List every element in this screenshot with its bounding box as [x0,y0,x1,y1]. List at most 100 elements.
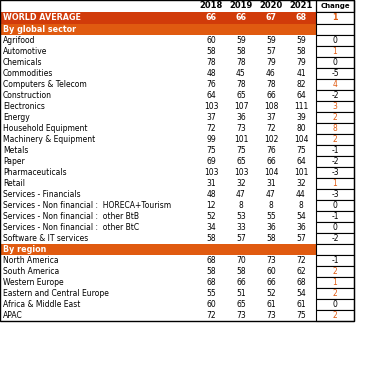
Text: 31: 31 [266,179,276,188]
Text: 65: 65 [236,157,246,166]
Text: 65: 65 [236,300,246,309]
Text: 2018: 2018 [199,2,223,11]
Text: 107: 107 [234,102,248,111]
Bar [316,12,354,24]
Text: -2: -2 [331,234,339,243]
Text: 102: 102 [264,135,278,144]
Text: 99: 99 [206,135,216,144]
Text: 32: 32 [296,179,306,188]
Bar [0,266,354,277]
Text: 68: 68 [296,278,306,287]
Bar [0,145,354,156]
Text: 37: 37 [266,113,276,122]
Text: 66: 66 [236,278,246,287]
Text: 58: 58 [236,47,246,56]
Text: Metals: Metals [3,146,28,155]
Bar [316,277,354,288]
Text: 59: 59 [236,36,246,45]
Text: Africa & Middle East: Africa & Middle East [3,300,80,309]
Text: 60: 60 [206,300,216,309]
Text: Services - Financials: Services - Financials [3,190,81,199]
Text: 52: 52 [206,212,216,221]
Text: 68: 68 [295,14,307,22]
Bar [316,288,354,299]
Text: 78: 78 [236,58,246,67]
Bar [316,233,354,244]
Text: 0: 0 [332,58,337,67]
Bar [0,79,354,90]
Bar [0,310,354,321]
Text: Change: Change [320,3,350,9]
Bar [0,134,354,145]
Text: Energy: Energy [3,113,30,122]
Text: 78: 78 [266,80,276,89]
Text: Household Equipment: Household Equipment [3,124,88,133]
Text: 80: 80 [296,124,306,133]
Bar [0,12,354,24]
Bar [316,112,354,123]
Text: 75: 75 [296,311,306,320]
Text: 1: 1 [332,278,337,287]
Text: 55: 55 [206,289,216,298]
Text: 46: 46 [266,69,276,78]
Bar [0,101,354,112]
Text: 58: 58 [296,47,306,56]
Text: 66: 66 [266,91,276,100]
Bar [0,68,354,79]
Text: 1: 1 [332,14,338,22]
Bar [0,288,354,299]
Text: 8: 8 [332,124,337,133]
Text: 1: 1 [332,179,337,188]
Text: Services - Non financial :  other BtC: Services - Non financial : other BtC [3,223,139,232]
Text: 41: 41 [296,69,306,78]
Bar [0,255,354,266]
Text: 61: 61 [266,300,276,309]
Bar [316,255,354,266]
Bar [316,211,354,222]
Text: 12: 12 [206,201,216,210]
Bar [0,244,354,255]
Text: 104: 104 [264,168,278,177]
Text: Electronics: Electronics [3,102,45,111]
Text: APAC: APAC [3,311,23,320]
Text: 67: 67 [266,14,276,22]
Text: -1: -1 [331,146,339,155]
Text: 68: 68 [206,256,216,265]
Bar [316,35,354,46]
Text: 36: 36 [296,223,306,232]
Text: 0: 0 [332,201,337,210]
Text: Agrifood: Agrifood [3,36,36,45]
Text: 65: 65 [236,91,246,100]
Text: 73: 73 [236,124,246,133]
Text: 69: 69 [206,157,216,166]
Text: 47: 47 [266,190,276,199]
Text: 58: 58 [236,267,246,276]
Text: 3: 3 [332,102,337,111]
Text: 4: 4 [332,80,337,89]
Text: Western Europe: Western Europe [3,278,64,287]
Text: 101: 101 [234,135,248,144]
Text: 48: 48 [206,69,216,78]
Bar [316,310,354,321]
Text: -2: -2 [331,91,339,100]
Bar [0,200,354,211]
Text: 61: 61 [296,300,306,309]
Text: -5: -5 [331,69,339,78]
Text: 75: 75 [236,146,246,155]
Text: 73: 73 [236,311,246,320]
Text: 66: 66 [205,14,217,22]
Text: 57: 57 [296,234,306,243]
Text: Services - Non financial :  HORECA+Tourism: Services - Non financial : HORECA+Touris… [3,201,171,210]
Bar [316,24,354,35]
Text: 79: 79 [296,58,306,67]
Bar [0,0,354,321]
Text: 54: 54 [296,289,306,298]
Text: 70: 70 [236,256,246,265]
Bar [0,24,354,35]
Text: 55: 55 [266,212,276,221]
Text: -3: -3 [331,190,339,199]
Bar [0,233,354,244]
Text: Computers & Telecom: Computers & Telecom [3,80,87,89]
Text: 57: 57 [236,234,246,243]
Text: 37: 37 [206,113,216,122]
